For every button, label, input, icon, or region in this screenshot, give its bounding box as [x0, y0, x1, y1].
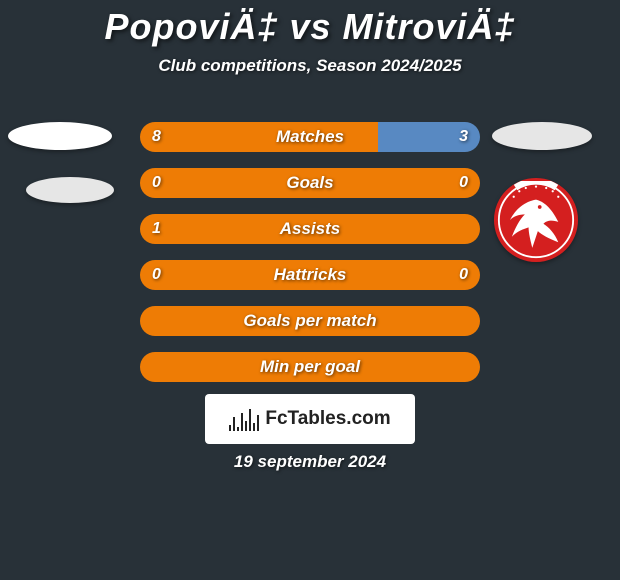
brand-bar-icon	[249, 409, 251, 431]
bar-row: Goals00	[140, 168, 480, 198]
stats-graphic: PopoviÄ‡ vs MitroviÄ‡ Club competitions,…	[0, 0, 620, 580]
bar-left-segment	[140, 306, 480, 336]
bar-row: Hattricks00	[140, 260, 480, 290]
bar-left-segment	[140, 260, 480, 290]
left-player-badge	[8, 122, 112, 150]
bar-left-segment	[140, 168, 480, 198]
page-title: PopoviÄ‡ vs MitroviÄ‡	[0, 0, 620, 48]
right-club-crest	[494, 178, 578, 262]
brand-bar-icon	[253, 423, 255, 431]
eagle-icon	[497, 181, 575, 259]
bar-row: Matches83	[140, 122, 480, 152]
brand-box: FcTables.com	[205, 394, 415, 444]
left-club-badge	[26, 177, 114, 203]
brand-bar-icon	[233, 417, 235, 431]
brand-bars-icon	[229, 407, 259, 431]
bar-row: Min per goal	[140, 352, 480, 382]
page-subtitle: Club competitions, Season 2024/2025	[0, 56, 620, 76]
bar-row: Assists1	[140, 214, 480, 244]
bar-row: Goals per match	[140, 306, 480, 336]
bar-left-segment	[140, 214, 480, 244]
brand-bar-icon	[229, 425, 231, 431]
brand-text: FcTables.com	[265, 408, 390, 430]
bar-right-segment	[378, 122, 480, 152]
right-player-badge	[492, 122, 592, 150]
bar-left-segment	[140, 352, 480, 382]
graphic-date: 19 september 2024	[0, 452, 620, 472]
brand-bar-icon	[241, 413, 243, 431]
brand-bar-icon	[237, 427, 239, 431]
comparison-bars: Matches83 Goals00 Assists1 Hattricks00 Goals…	[140, 122, 480, 398]
bar-left-segment	[140, 122, 378, 152]
brand-bar-icon	[245, 421, 247, 431]
brand-bar-icon	[257, 415, 259, 431]
